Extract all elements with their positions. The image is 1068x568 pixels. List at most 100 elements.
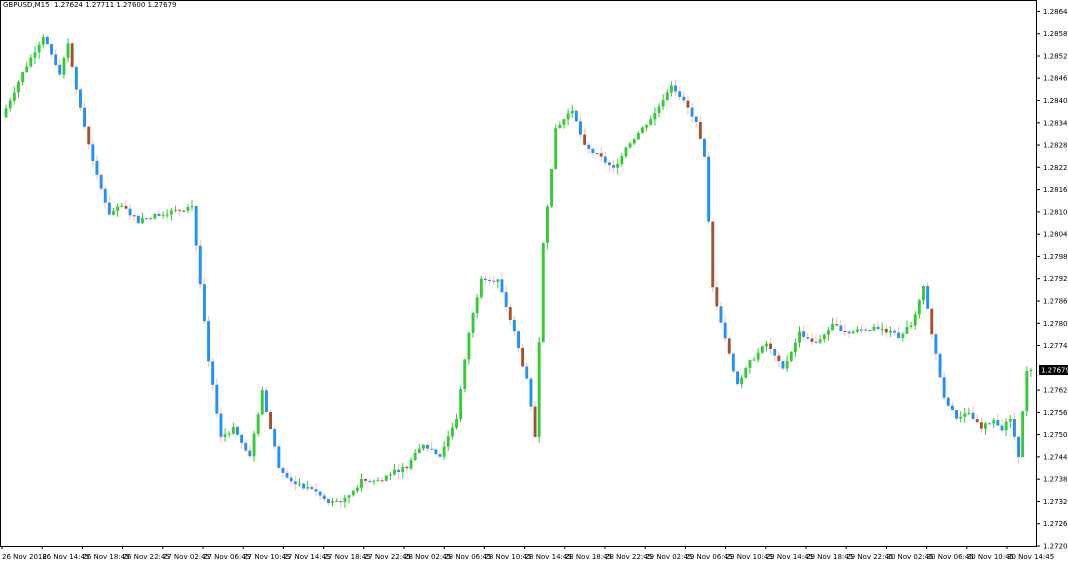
candle-body	[265, 390, 268, 412]
candle-body	[806, 337, 810, 339]
candle-body	[211, 361, 215, 385]
candle-body	[963, 413, 967, 417]
candle-body	[736, 371, 739, 385]
candle-body	[293, 481, 297, 485]
time-tick-label: 29 Nov 18:45	[806, 553, 853, 561]
candle-body	[99, 174, 103, 189]
candle-body	[731, 353, 735, 372]
price-tick-label: 1.28585	[1043, 30, 1068, 38]
candle-body	[657, 106, 661, 113]
time-tick-label: 30 Nov 14:45	[1007, 553, 1054, 561]
candle-body	[231, 426, 235, 434]
candle-body	[149, 218, 153, 220]
candle-body	[620, 156, 624, 164]
time-tick-label: 28 Nov 18:45	[565, 553, 612, 561]
candle-body	[112, 210, 115, 215]
candle-body	[244, 442, 248, 451]
candle-body	[45, 36, 49, 44]
candle-body	[25, 66, 29, 72]
candle-body	[798, 331, 801, 343]
candle-body	[384, 475, 388, 481]
candle-body	[504, 292, 508, 307]
candle-body	[562, 119, 566, 125]
price-tick-label: 1.27325	[1043, 498, 1068, 506]
candle-body	[190, 206, 194, 208]
candle-body	[17, 82, 20, 93]
candle-body	[194, 206, 198, 246]
candle-body	[1021, 411, 1025, 458]
candle-body	[860, 329, 863, 331]
candle-body	[979, 422, 983, 429]
candle-body	[678, 91, 682, 97]
candle-body	[851, 331, 855, 334]
candle-body	[426, 445, 429, 449]
price-axis[interactable]: 1.28645 1.28585 1.28525 1.28465 1.28405 1.283…	[1036, 8, 1068, 551]
candle-body	[554, 128, 558, 169]
candle-body	[583, 134, 587, 145]
candle-body	[141, 218, 144, 224]
candle-body	[608, 162, 611, 166]
candle-body	[41, 36, 45, 45]
candle-body	[533, 406, 537, 437]
candle-body	[992, 420, 996, 424]
price-tick-label: 1.28345	[1043, 119, 1068, 127]
candle-body	[847, 331, 851, 334]
candle-body	[872, 326, 876, 331]
price-tick-label: 1.27985	[1043, 253, 1068, 261]
candle-body	[703, 138, 706, 157]
candle-body	[347, 495, 351, 498]
candle-body	[277, 446, 281, 468]
candle-body	[827, 330, 830, 335]
candle-body	[1004, 421, 1008, 431]
candle-body	[665, 92, 669, 101]
candle-body	[574, 110, 578, 122]
candle-body	[955, 410, 958, 419]
candle-body	[546, 206, 549, 243]
candle-body	[240, 434, 244, 443]
candle-body	[748, 360, 752, 368]
time-tick-label: 30 Nov 02:45	[886, 553, 933, 561]
candle-body	[781, 361, 785, 369]
candle-body	[802, 331, 806, 337]
candle-body	[628, 143, 632, 148]
candle-body	[298, 483, 301, 485]
candle-body	[430, 448, 434, 450]
candle-body	[1000, 425, 1004, 431]
candle-body	[822, 334, 826, 340]
candle-body	[884, 328, 888, 333]
candle-body	[674, 85, 677, 92]
candle-body	[50, 44, 53, 55]
candle-body	[95, 160, 99, 175]
candle-body	[215, 384, 219, 414]
candle-body	[653, 113, 657, 120]
candle-body	[905, 327, 909, 334]
candle-body	[769, 343, 772, 349]
candle-body	[988, 423, 992, 425]
price-tick-label: 1.27925	[1043, 275, 1068, 283]
candle-body	[132, 215, 136, 217]
time-tick-label: 29 Nov 22:45	[846, 553, 893, 561]
candle-body	[835, 324, 839, 326]
time-tick-label: 27 Nov 18:45	[324, 553, 371, 561]
candle-body	[339, 501, 343, 503]
candle-body	[351, 491, 355, 496]
time-tick-label: 29 Nov 10:45	[726, 553, 773, 561]
candle-body	[599, 153, 603, 157]
candle-body	[984, 423, 987, 429]
candle-body	[913, 314, 917, 326]
candle-body	[889, 330, 892, 333]
candle-body	[459, 389, 463, 420]
time-tick-label: 26 Nov 22:45	[123, 553, 170, 561]
candle-body	[616, 163, 620, 168]
candle-body	[740, 377, 744, 385]
candle-body	[550, 168, 553, 207]
candle-body	[711, 221, 715, 288]
candle-body	[512, 319, 516, 332]
candle-body	[37, 44, 41, 53]
candle-body	[157, 213, 161, 216]
candle-body	[165, 214, 169, 216]
candle-body	[930, 308, 934, 335]
